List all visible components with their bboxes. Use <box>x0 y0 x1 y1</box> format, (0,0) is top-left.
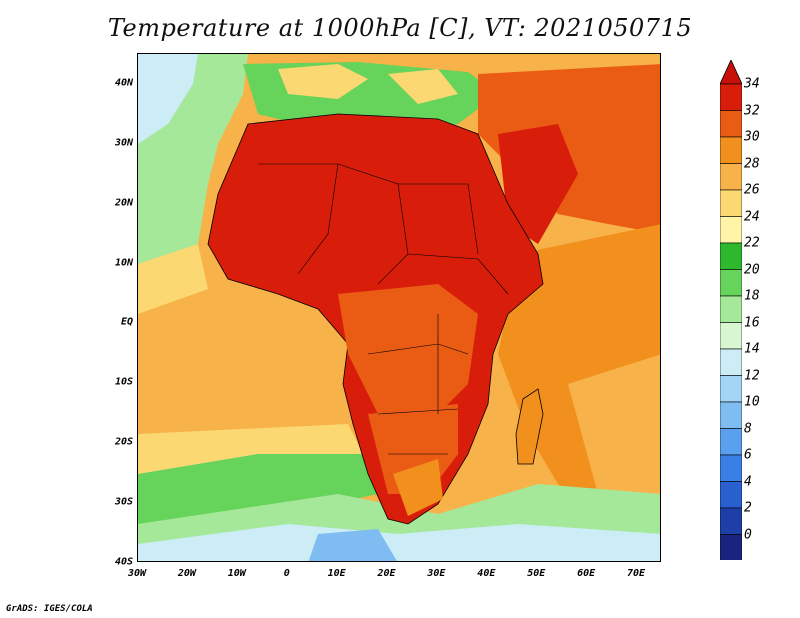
colorbar-swatch <box>720 534 742 560</box>
colorbar-tick-label: 26 <box>744 182 760 198</box>
colorbar-swatch <box>720 136 742 164</box>
colorbar-tick-label: 20 <box>744 262 760 277</box>
colorbar-tick-label: 32 <box>744 103 760 118</box>
colorbar-swatch <box>720 481 742 509</box>
colorbar-tick-label: 22 <box>744 235 760 251</box>
colorbar-tick-label: 12 <box>744 368 760 383</box>
balkans-region <box>388 69 458 104</box>
lat-label: 30N <box>114 137 133 149</box>
colorbar-swatch <box>720 216 742 244</box>
colorbar-over-triangle <box>720 60 742 85</box>
colorbar-swatch <box>720 428 742 456</box>
colorbar-tick-label: 8 <box>744 421 752 436</box>
colorbar-swatch <box>720 348 742 376</box>
lon-label: 20W <box>177 568 196 579</box>
temperature-field <box>138 54 660 561</box>
lon-label: 0 <box>283 568 290 579</box>
colorbar-tick-label: 0 <box>744 527 752 542</box>
country-borders <box>258 163 509 455</box>
madagascar <box>515 388 544 465</box>
lon-label: 50E <box>527 568 546 579</box>
colorbar-swatch <box>720 242 742 270</box>
southern-ocean-coldest-patch <box>308 529 397 561</box>
colorbar-tick-label: 24 <box>744 209 760 224</box>
lat-label: 20S <box>114 436 133 448</box>
lon-label: 20E <box>377 568 396 579</box>
north-atlantic-cold-region <box>138 54 198 144</box>
colorbar-swatch <box>720 83 742 111</box>
chart-title: Temperature at 1000hPa [C], VT: 20210507… <box>107 14 693 42</box>
colorbar-tick-label: 30 <box>744 129 760 145</box>
colorbar-tick-label: 34 <box>744 76 760 92</box>
colorbar-swatch <box>720 269 742 297</box>
lat-label: 30S <box>114 496 133 508</box>
colorbar-swatch <box>720 454 742 482</box>
lon-label: 40E <box>477 568 496 579</box>
lat-label: 40S <box>114 556 133 568</box>
colorbar-tick-label: 4 <box>744 474 752 489</box>
colorbar-tick-label: 2 <box>744 500 752 516</box>
colorbar-swatch <box>720 322 742 350</box>
south-africa-cool-region <box>393 459 443 516</box>
colorbar-tick-label: 28 <box>744 156 760 171</box>
southern-ocean-cold-band <box>138 524 660 561</box>
colorbar <box>720 60 742 560</box>
arabia-hot-region <box>498 124 578 244</box>
lon-label: 60E <box>577 568 596 579</box>
colorbar-tick-label: 10 <box>744 394 760 410</box>
iberia-region <box>278 64 368 99</box>
lon-label: 70E <box>627 568 646 579</box>
colorbar-swatch <box>720 110 742 138</box>
colorbar-tick-label: 6 <box>744 447 752 463</box>
colorbar-swatch <box>720 375 742 403</box>
colorbar-swatch <box>720 295 742 323</box>
south-atlantic-cool-band <box>138 454 378 534</box>
tropical-atlantic-band <box>138 244 208 314</box>
colorbar-swatch <box>720 189 742 217</box>
colorbar-tick-label: 16 <box>744 315 760 330</box>
map-plot-area <box>137 53 661 562</box>
middle-east-region <box>478 64 660 234</box>
lon-label: 30E <box>427 568 446 579</box>
colorbar-swatch <box>720 507 742 535</box>
colorbar-tick-label: 18 <box>744 288 760 304</box>
lat-label: 10S <box>114 376 133 388</box>
lon-label: 10W <box>227 568 246 579</box>
lat-label: 40N <box>114 77 133 89</box>
lon-label: 10E <box>327 568 346 579</box>
colorbar-swatch <box>720 163 742 191</box>
colorbar-swatch <box>720 401 742 429</box>
lat-label: 10N <box>114 257 133 269</box>
colorbar-tick-label: 14 <box>744 341 760 357</box>
lon-label: 30W <box>127 568 147 579</box>
central-africa-region <box>338 284 478 414</box>
grads-credit: GrADS: IGES/COLA <box>6 604 93 614</box>
lat-label: EQ <box>120 316 133 328</box>
lat-label: 20N <box>114 197 133 209</box>
